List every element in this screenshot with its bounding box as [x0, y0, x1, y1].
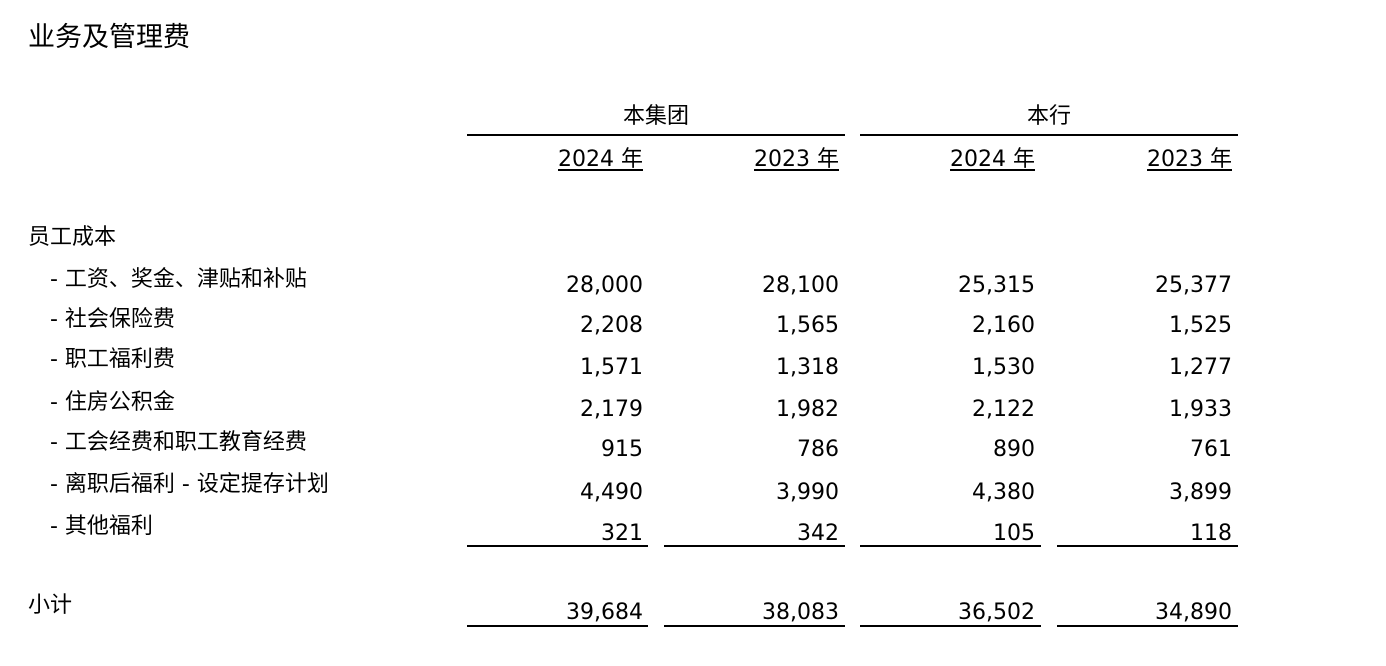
- subtotal-value: 38,083: [762, 600, 839, 625]
- cell-value: 2,208: [580, 313, 643, 338]
- cell-value: 4,490: [580, 480, 643, 505]
- cell-value: 3,990: [776, 480, 839, 505]
- total-rule: [467, 625, 648, 627]
- cell-value: 321: [601, 521, 643, 546]
- year-header: 2024 年: [558, 147, 643, 172]
- cell-value: 25,315: [958, 273, 1035, 298]
- cell-value: 28,000: [566, 273, 643, 298]
- total-rule: [860, 625, 1041, 627]
- year-header: 2023 年: [1147, 147, 1232, 172]
- cell-value: 3,899: [1169, 480, 1232, 505]
- column-rule: [664, 545, 845, 547]
- row-label: - 工资、奖金、津贴和补贴: [50, 267, 307, 292]
- year-header: 2024 年: [950, 147, 1035, 172]
- cell-value: 1,571: [580, 355, 643, 380]
- total-rule: [664, 625, 845, 627]
- cell-value: 786: [797, 437, 839, 462]
- group-rule: [860, 134, 1238, 136]
- cell-value: 342: [797, 521, 839, 546]
- cell-value: 2,179: [580, 397, 643, 422]
- row-label: - 住房公积金: [50, 390, 175, 415]
- cell-value: 2,122: [972, 397, 1035, 422]
- cell-value: 915: [601, 437, 643, 462]
- column-rule: [1057, 545, 1238, 547]
- cell-value: 105: [993, 521, 1035, 546]
- page-title: 业务及管理费: [28, 22, 190, 53]
- cell-value: 1,277: [1169, 355, 1232, 380]
- section-label: 员工成本: [28, 225, 117, 250]
- cell-value: 118: [1190, 521, 1232, 546]
- row-label: - 社会保险费: [50, 307, 175, 332]
- row-label: - 离职后福利 - 设定提存计划: [50, 472, 329, 497]
- column-rule: [467, 545, 648, 547]
- cell-value: 1,565: [776, 313, 839, 338]
- cell-value: 25,377: [1155, 273, 1232, 298]
- subtotal-label: 小计: [28, 593, 73, 618]
- column-rule: [860, 545, 1041, 547]
- cell-value: 1,933: [1169, 397, 1232, 422]
- subtotal-value: 36,502: [958, 600, 1035, 625]
- cell-value: 2,160: [972, 313, 1035, 338]
- cell-value: 28,100: [762, 273, 839, 298]
- subtotal-value: 34,890: [1155, 600, 1232, 625]
- row-label: - 其他福利: [50, 514, 153, 539]
- cell-value: 1,530: [972, 355, 1035, 380]
- group-header: 本集团: [622, 104, 689, 129]
- cell-value: 1,525: [1169, 313, 1232, 338]
- row-label: - 职工福利费: [50, 347, 175, 372]
- subtotal-value: 39,684: [566, 600, 643, 625]
- group-rule: [467, 134, 845, 136]
- cell-value: 761: [1190, 437, 1232, 462]
- row-label: - 工会经费和职工教育经费: [50, 430, 307, 455]
- cell-value: 4,380: [972, 480, 1035, 505]
- cell-value: 890: [993, 437, 1035, 462]
- group-header: 本行: [1026, 104, 1071, 129]
- cell-value: 1,982: [776, 397, 839, 422]
- year-header: 2023 年: [754, 147, 839, 172]
- total-rule: [1057, 625, 1238, 627]
- cell-value: 1,318: [776, 355, 839, 380]
